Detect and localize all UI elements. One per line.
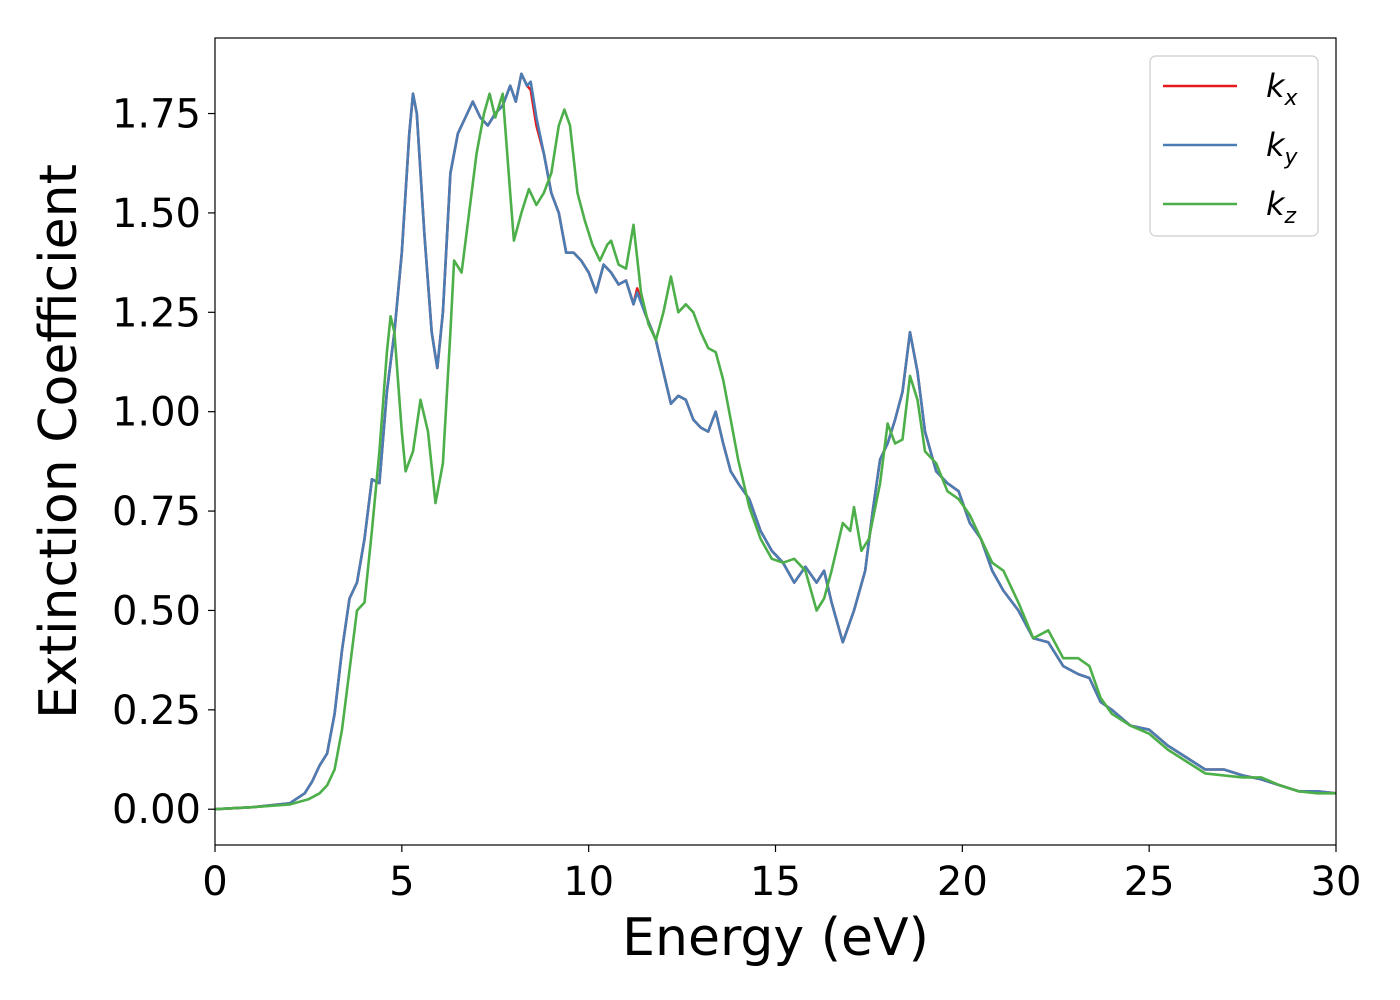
legend-label-k-y: ky: [1266, 126, 1299, 170]
x-tick-label: 0: [202, 859, 227, 905]
series-lines: [215, 72, 1336, 811]
y-tick-label: 1.75: [112, 92, 201, 138]
x-tick-label: 30: [1311, 859, 1362, 905]
y-tick-label: 1.00: [112, 390, 201, 436]
y-tick-label: 0.00: [112, 787, 201, 833]
legend-label-k-z: kz: [1266, 185, 1297, 229]
series-line-k-z: [215, 92, 1336, 811]
y-axis-title: Extinction Coefficient: [29, 164, 89, 719]
legend: kx ky kz: [1149, 55, 1319, 237]
y-tick-label: 0.50: [112, 588, 201, 634]
y-axis: 0.00 0.25 0.50 0.75 1.00 1.25 1.50 1.75: [112, 92, 215, 833]
y-tick-label: 0.75: [112, 489, 201, 535]
x-axis-title: Energy (eV): [622, 908, 929, 968]
x-tick-label: 5: [389, 859, 414, 905]
x-tick-label: 20: [937, 859, 988, 905]
x-tick-label: 25: [1124, 859, 1175, 905]
y-tick-label: 1.25: [112, 290, 201, 336]
series-line-k-y: [215, 72, 1336, 811]
y-tick-label: 0.25: [112, 688, 201, 734]
legend-label-k-x: kx: [1266, 67, 1299, 111]
x-tick-label: 10: [563, 859, 614, 905]
y-tick-label: 1.50: [112, 191, 201, 237]
x-axis: 0 5 10 15 20 25 30: [202, 845, 1361, 905]
x-tick-label: 15: [750, 859, 801, 905]
